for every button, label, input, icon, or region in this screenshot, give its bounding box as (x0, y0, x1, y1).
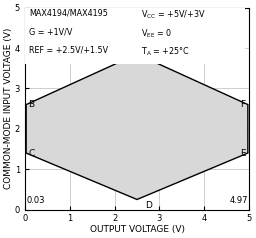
FancyBboxPatch shape (25, 7, 245, 64)
X-axis label: OUTPUT VOLTAGE (V): OUTPUT VOLTAGE (V) (90, 225, 185, 234)
Polygon shape (26, 54, 248, 199)
Text: F: F (240, 100, 246, 109)
Text: T$_\mathrm{A}$ = +25°C: T$_\mathrm{A}$ = +25°C (142, 46, 190, 58)
Text: C: C (28, 149, 35, 158)
Y-axis label: COMMON-MODE INPUT VOLTAGE (V): COMMON-MODE INPUT VOLTAGE (V) (4, 28, 13, 189)
Text: REF = +2.5V/+1.5V: REF = +2.5V/+1.5V (29, 46, 108, 55)
Text: B: B (28, 100, 35, 109)
Text: V$_\mathrm{EE}$ = 0: V$_\mathrm{EE}$ = 0 (142, 27, 173, 40)
Text: E: E (240, 149, 246, 158)
Text: A: A (145, 44, 151, 53)
Text: V$_\mathrm{CC}$ = +5V/+3V: V$_\mathrm{CC}$ = +5V/+3V (142, 9, 206, 21)
Text: G = +1V/V: G = +1V/V (29, 27, 73, 36)
Text: 4.97: 4.97 (229, 196, 248, 205)
Text: D: D (145, 201, 152, 210)
Text: MAX4194/MAX4195: MAX4194/MAX4195 (29, 9, 108, 18)
Text: 0.03: 0.03 (26, 196, 45, 205)
